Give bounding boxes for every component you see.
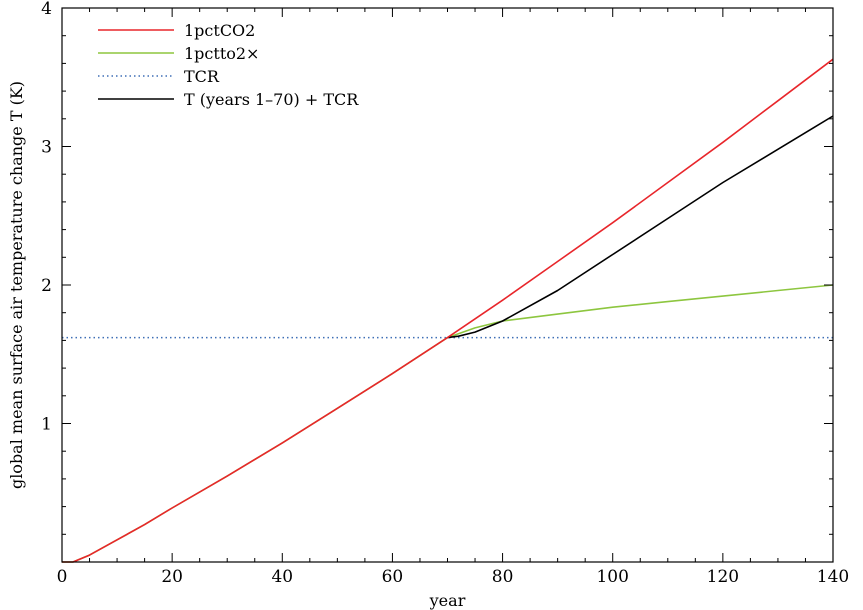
y-tick-label: 3 <box>41 138 52 158</box>
plot-frame <box>61 7 834 563</box>
series-line-3 <box>447 115 834 339</box>
series-line-1 <box>62 284 834 563</box>
x-tick-label: 0 <box>57 567 68 587</box>
legend-label-1: 1pctto2× <box>184 44 259 63</box>
series-layer <box>62 58 834 563</box>
legend-label-2: TCR <box>184 67 220 86</box>
x-tick-label: 100 <box>596 567 628 587</box>
x-axis-label: year <box>429 591 466 610</box>
y-tick-label: 1 <box>41 415 52 435</box>
x-tick-label: 60 <box>382 567 404 587</box>
legend-label-0: 1pctCO2 <box>184 21 255 40</box>
series-line-0 <box>62 58 834 563</box>
x-tick-label: 140 <box>817 567 849 587</box>
ticks-layer: 0 20 40 60 80 100 120 140 1 2 3 4 <box>41 0 849 587</box>
y-tick-label: 4 <box>41 0 52 19</box>
legend-label-3: T (years 1–70) + TCR <box>184 90 359 109</box>
x-tick-label: 40 <box>271 567 293 587</box>
legend: 1pctCO2 1pctto2× TCR T (years 1–70) + TCR <box>98 21 359 109</box>
x-tick-label: 120 <box>707 567 739 587</box>
x-tick-label: 80 <box>492 567 514 587</box>
y-tick-label: 2 <box>41 276 52 296</box>
x-tick-label: 20 <box>161 567 183 587</box>
y-axis-label: global mean surface air temperature chan… <box>7 81 26 489</box>
